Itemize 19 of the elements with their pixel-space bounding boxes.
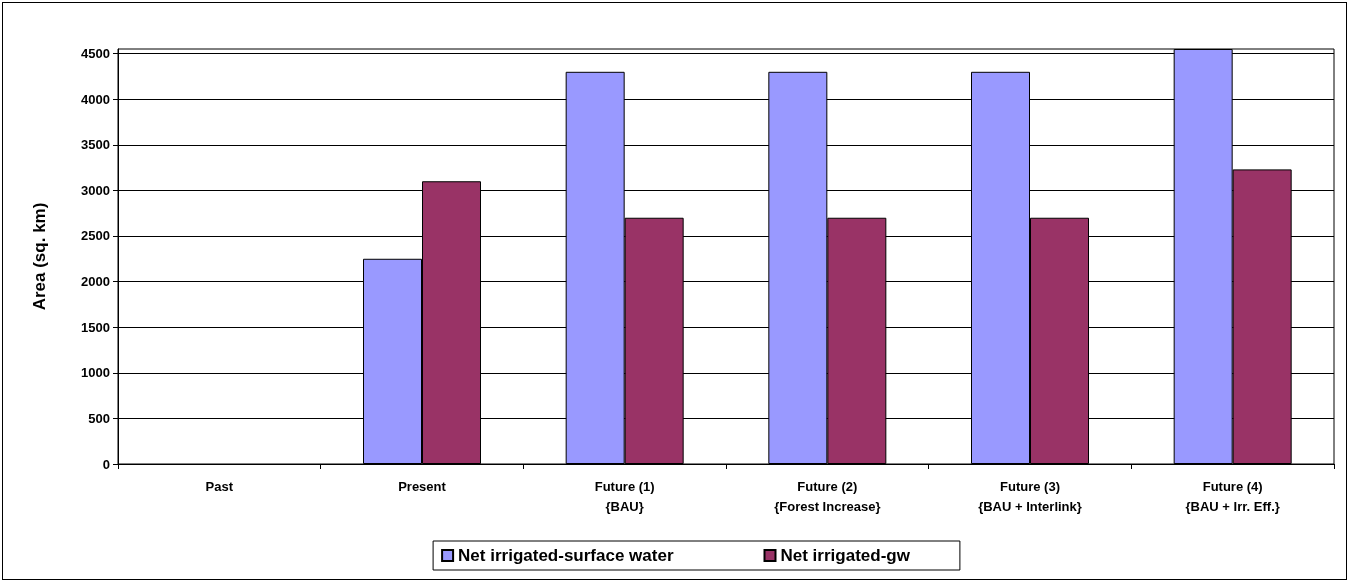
y-tick-label: 4500 — [81, 46, 110, 62]
y-tick-label: 3000 — [81, 182, 110, 198]
legend-label: Net irrigated-gw — [780, 546, 911, 565]
y-tick-label: 2500 — [81, 228, 110, 244]
legend-label: Net irrigated-surface water — [458, 546, 674, 565]
y-tick-label: 3500 — [81, 137, 110, 153]
x-tick-label: Present — [398, 478, 447, 494]
y-tick-label: 2000 — [81, 274, 110, 290]
y-tick-label: 1500 — [81, 319, 110, 335]
x-tick-label: Past — [205, 478, 234, 494]
x-tick-label: Future (4) {BAU + Irr. Eff.} — [1185, 478, 1280, 514]
y-tick-label: 0 — [102, 456, 110, 472]
y-tick-label: 500 — [88, 410, 110, 426]
y-axis-title: Area (sq. km) — [30, 202, 49, 311]
y-tick-label: 1000 — [81, 365, 110, 381]
x-tick-label: Future (2) {Forest Increase} — [774, 478, 881, 514]
x-tick-label: Future (3) {BAU + Interlink} — [978, 478, 1082, 514]
y-tick-label: 4000 — [81, 91, 110, 107]
x-tick-label: Future (1) {BAU} — [594, 478, 655, 514]
